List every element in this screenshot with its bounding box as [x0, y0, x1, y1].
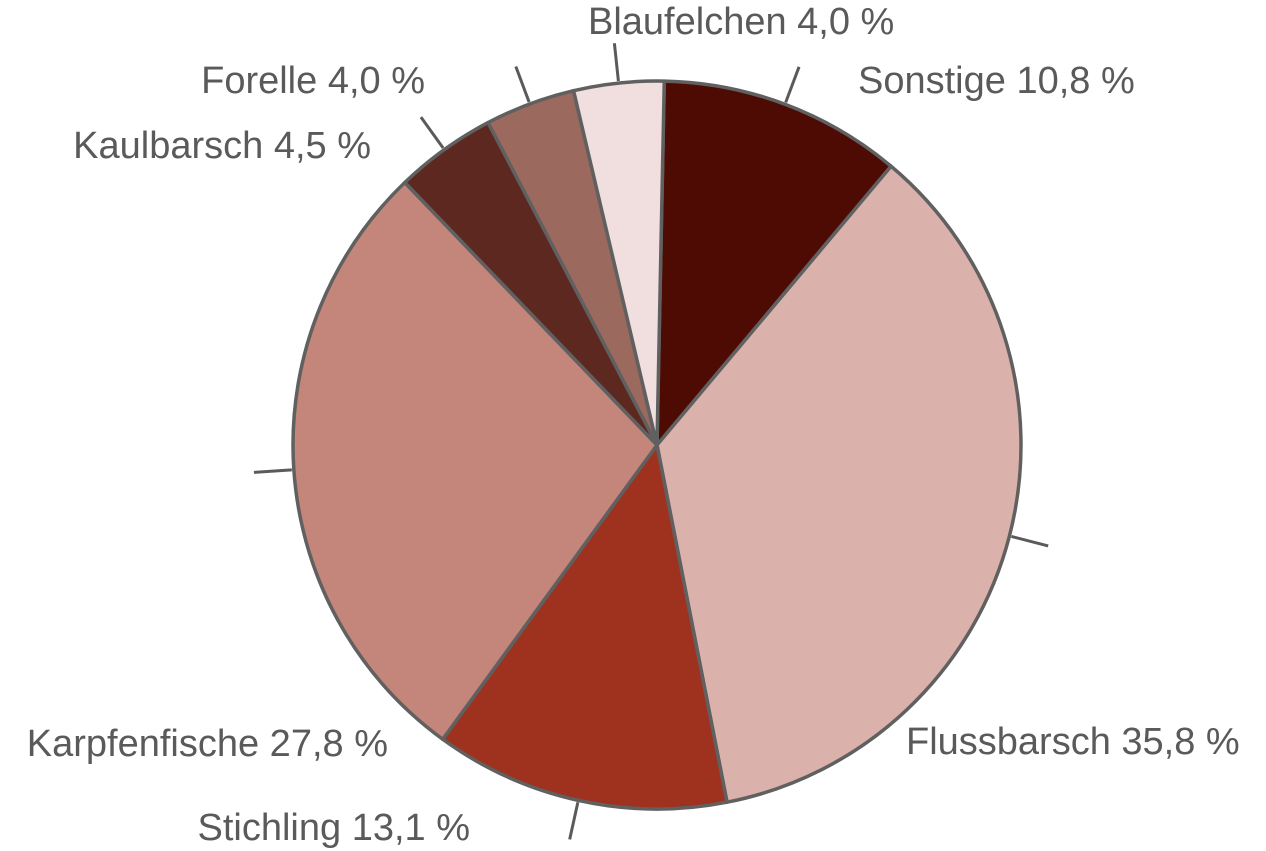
slice-stichling — [440, 443, 729, 811]
label-kaulbarsch: Kaulbarsch 4,5 % — [73, 125, 371, 167]
slice-sonstige — [655, 79, 893, 447]
label-forelle: Forelle 4,0 % — [201, 60, 425, 102]
slice-karpfenfische — [291, 180, 659, 741]
label-blaufelchen: Blaufelchen 4,0 % — [588, 1, 894, 43]
leader-sonstige — [784, 66, 801, 103]
leader-lines — [253, 43, 1049, 840]
leader-stichling — [568, 802, 580, 840]
leader-blaufelchen — [612, 43, 620, 82]
slice-labels: Sonstige 10,8 % Flussbarsch 35,8 % Stich… — [27, 1, 1240, 849]
leader-karpfenfische — [253, 468, 292, 474]
label-flussbarsch: Flussbarsch 35,8 % — [906, 721, 1240, 763]
pie-slices — [291, 79, 1023, 811]
leader-forelle — [514, 65, 531, 103]
slice-blaufelchen — [571, 79, 667, 447]
label-stichling: Stichling 13,1 % — [198, 807, 471, 849]
leader-flussbarsch — [1011, 534, 1049, 548]
leader-kaulbarsch — [419, 116, 445, 149]
label-sonstige: Sonstige 10,8 % — [858, 60, 1135, 102]
label-karpfenfische: Karpfenfische 27,8 % — [27, 723, 388, 765]
slice-flussbarsch — [655, 164, 1023, 804]
